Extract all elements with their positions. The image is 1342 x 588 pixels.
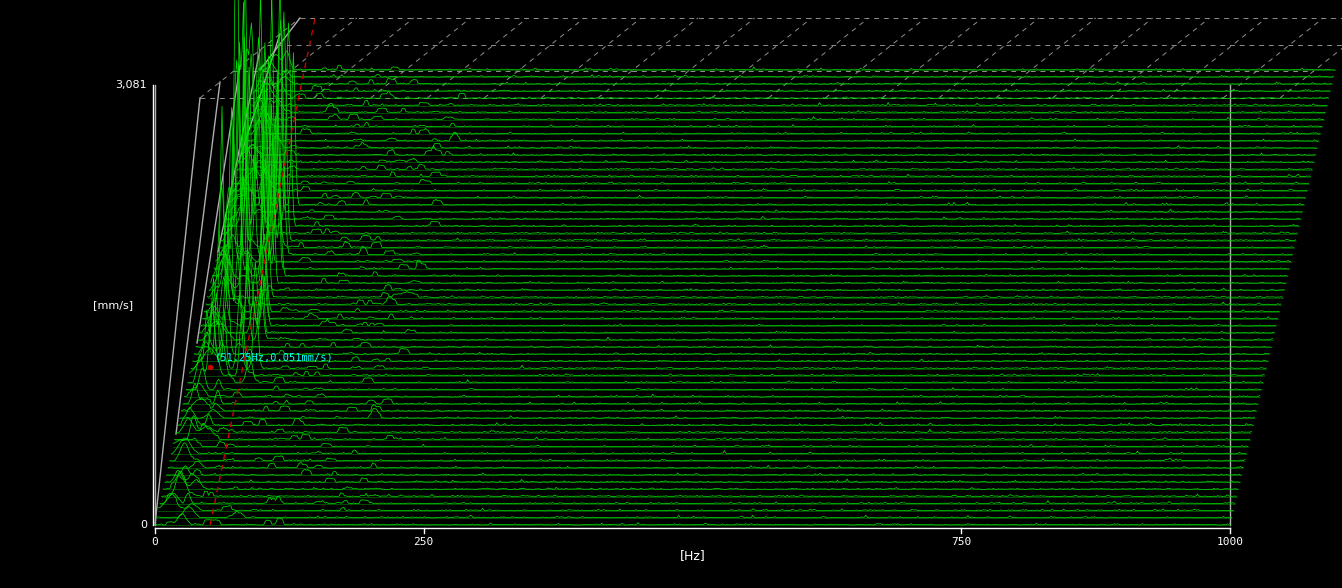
Text: [Hz]: [Hz] [679, 549, 706, 562]
Text: 1000: 1000 [1216, 537, 1244, 547]
Text: 0: 0 [140, 520, 148, 530]
Text: 750: 750 [951, 537, 972, 547]
Text: 3,081: 3,081 [115, 80, 148, 90]
Text: 250: 250 [413, 537, 433, 547]
Text: [mm/s]: [mm/s] [93, 300, 133, 310]
Text: 0: 0 [152, 537, 158, 547]
Text: (51.25Hz,0.051mm/s): (51.25Hz,0.051mm/s) [215, 353, 334, 363]
